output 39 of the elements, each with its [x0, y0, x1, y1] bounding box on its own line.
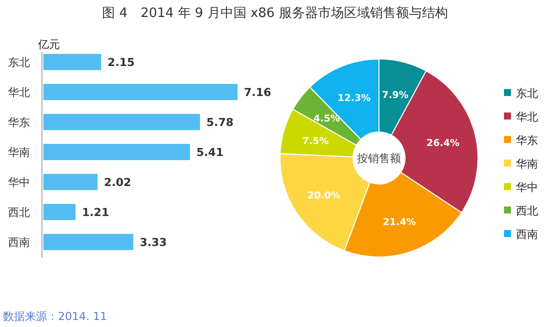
data-label: 26.4% [426, 138, 460, 149]
data-label: 21.4% [382, 216, 416, 228]
data-label: 2.02 [104, 176, 132, 189]
data-label: 3.33 [140, 236, 167, 249]
legend-label: 西南 [516, 228, 538, 241]
y-tick-label: 华北 [8, 86, 30, 99]
data-label: 20.0% [307, 190, 341, 202]
bar [42, 203, 76, 221]
text: 按销售额 [357, 152, 401, 165]
bar [42, 83, 238, 101]
y-tick-label: 西北 [8, 206, 30, 219]
data-label: 4.5% [314, 114, 340, 125]
data-label: 2.15 [108, 56, 135, 69]
source-note: 数据来源：2014. 11 [3, 310, 107, 323]
x-axis-title: 亿元 [37, 38, 60, 51]
data-label: 5.78 [206, 116, 234, 129]
text: 图 4 2014 年 9 月中国 x86 服务器市场区域销售额与结构 [102, 6, 448, 21]
bar [42, 143, 191, 161]
data-label: 7.16 [244, 86, 272, 99]
legend-label: 东北 [516, 87, 538, 100]
data-label: 1.21 [82, 206, 110, 219]
data-label: 12.3% [338, 92, 372, 104]
bar [42, 233, 134, 251]
y-tick-label: 华东 [8, 116, 30, 129]
y-tick-label: 华中 [8, 176, 30, 189]
bar [42, 53, 102, 71]
bar [42, 113, 201, 131]
y-tick-label: 东北 [8, 56, 30, 69]
legend-label: 华东 [516, 134, 538, 147]
legend-label: 华南 [516, 158, 538, 170]
legend-label: 西北 [516, 204, 538, 218]
data-label: 5.41 [196, 146, 224, 159]
legend-label: 华北 [516, 110, 538, 124]
bar [42, 173, 98, 191]
y-tick-label: 华南 [8, 146, 30, 159]
y-tick-label: 西南 [8, 236, 30, 249]
data-label: 7.5% [302, 136, 330, 147]
legend-label: 华中 [516, 181, 538, 194]
data-label: 7.9% [382, 90, 409, 102]
